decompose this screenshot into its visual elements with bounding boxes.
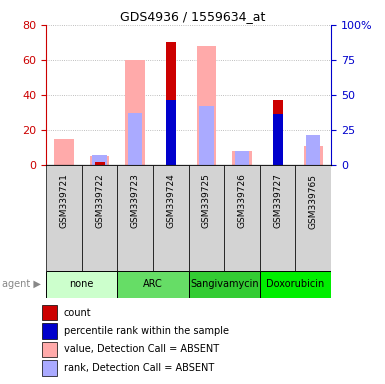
Text: GSM339725: GSM339725 <box>202 174 211 228</box>
Bar <box>189 271 260 298</box>
Bar <box>303 146 323 165</box>
Bar <box>42 360 57 376</box>
Bar <box>232 151 252 165</box>
Bar <box>46 165 82 271</box>
Text: GSM339722: GSM339722 <box>95 174 104 228</box>
Text: value, Detection Call = ABSENT: value, Detection Call = ABSENT <box>64 344 219 354</box>
Text: GSM339723: GSM339723 <box>131 174 140 228</box>
Text: none: none <box>70 279 94 289</box>
Bar <box>117 271 189 298</box>
Bar <box>92 155 107 165</box>
Text: agent ▶: agent ▶ <box>2 279 41 289</box>
Text: percentile rank within the sample: percentile rank within the sample <box>64 326 229 336</box>
Text: GSM339727: GSM339727 <box>273 174 282 228</box>
Text: GSM339721: GSM339721 <box>60 174 69 228</box>
Bar <box>82 165 117 271</box>
Text: Doxorubicin: Doxorubicin <box>266 279 325 289</box>
Bar <box>273 114 283 165</box>
Bar <box>197 46 216 165</box>
Bar <box>166 43 176 165</box>
Bar <box>296 165 331 271</box>
Bar <box>260 165 296 271</box>
Bar <box>117 165 153 271</box>
Text: GSM339726: GSM339726 <box>238 174 246 228</box>
Bar <box>306 135 320 165</box>
Bar <box>42 323 57 339</box>
Text: GDS4936 / 1559634_at: GDS4936 / 1559634_at <box>120 10 265 23</box>
Bar <box>235 151 249 165</box>
Bar <box>42 305 57 320</box>
Bar <box>224 165 260 271</box>
Bar <box>42 342 57 357</box>
Text: ARC: ARC <box>143 279 163 289</box>
Bar <box>90 156 109 165</box>
Bar <box>189 165 224 271</box>
Bar <box>46 271 117 298</box>
Bar <box>153 165 189 271</box>
Text: GSM339765: GSM339765 <box>309 174 318 228</box>
Text: Sangivamycin: Sangivamycin <box>190 279 259 289</box>
Bar <box>166 100 176 165</box>
Bar <box>54 139 74 165</box>
Bar <box>128 113 142 165</box>
Bar <box>273 100 283 165</box>
Text: count: count <box>64 308 92 318</box>
Bar <box>260 271 331 298</box>
Bar <box>199 106 214 165</box>
Bar <box>95 162 105 165</box>
Text: rank, Detection Call = ABSENT: rank, Detection Call = ABSENT <box>64 363 214 373</box>
Text: GSM339724: GSM339724 <box>166 174 175 228</box>
Bar <box>126 60 145 165</box>
